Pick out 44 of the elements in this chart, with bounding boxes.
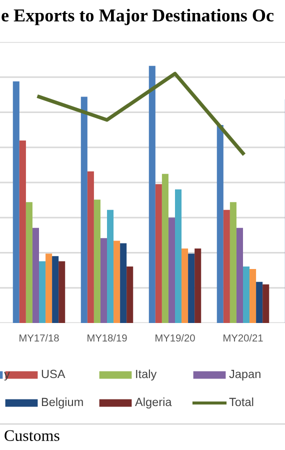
legend-label: Japan [229,370,260,381]
chart-title: e Exports to Major Destinations Oc [2,8,274,26]
legend-label: Belgium [42,397,83,409]
bar [175,189,182,323]
bar [256,282,263,323]
bar [58,261,66,323]
bar [32,228,39,323]
text: Customs [4,430,60,441]
bar [230,202,236,323]
bar [236,228,243,323]
bar [243,266,250,323]
bar [80,96,88,323]
bar [126,266,134,323]
bar [46,254,52,323]
legend-label: Total [229,397,254,406]
bar [12,81,20,323]
bar [100,238,107,323]
legend-label: Italy [136,369,157,381]
bar [114,240,120,323]
legend-label: Algeria [135,397,172,409]
bar [223,210,230,323]
x-tick-label: MY18/19 [88,334,127,342]
bar [168,218,175,323]
bar [120,243,127,323]
bar [39,261,46,323]
x-tick-label: MY17/18 [20,334,59,342]
bar [148,66,156,323]
legend-label: USA [42,370,66,378]
x-tick-label: MY20/21 [224,334,263,342]
bar [107,210,114,323]
bar [26,202,32,323]
bar [182,248,188,323]
bar [162,174,168,323]
bar [155,184,162,323]
bar [194,248,202,323]
bar [262,284,270,323]
bar [52,256,59,323]
bar [216,125,224,323]
x-tick-label: MY19/20 [156,334,195,342]
bar [250,269,256,323]
bar [87,171,94,323]
bar [94,200,100,323]
bar [188,254,195,323]
bar [19,140,26,323]
